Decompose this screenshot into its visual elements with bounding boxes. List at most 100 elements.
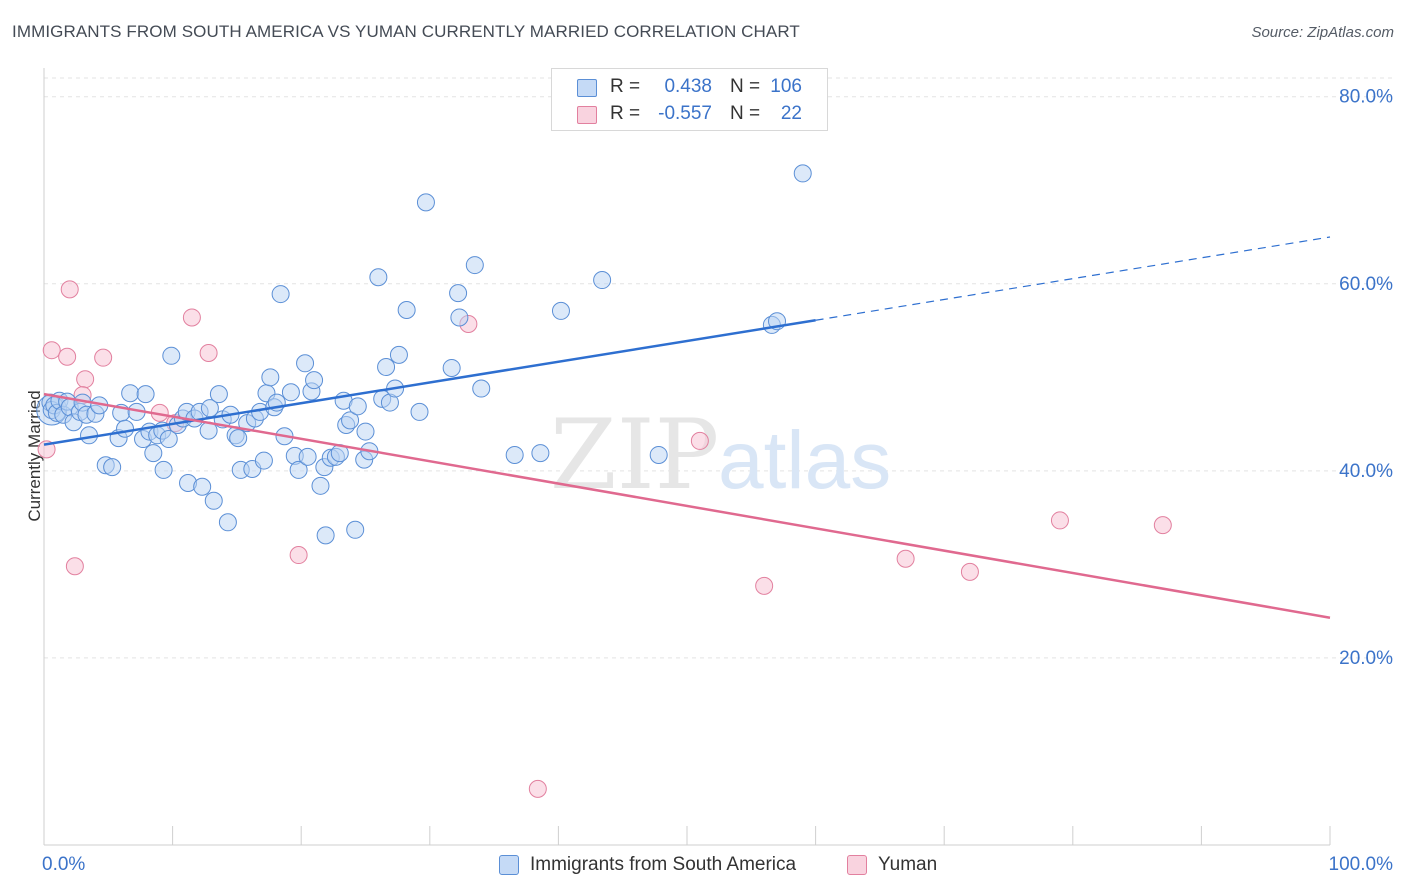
- trend-line-south-america-extension: [815, 236, 1331, 321]
- n-value: 106: [770, 76, 802, 97]
- data-point-south-america: [377, 358, 396, 377]
- data-point-south-america: [116, 419, 135, 438]
- data-point-south-america: [298, 447, 317, 466]
- data-point-south-america: [305, 371, 324, 390]
- data-point-yuman: [1050, 511, 1069, 530]
- chart-title: IMMIGRANTS FROM SOUTH AMERICA VS YUMAN C…: [12, 22, 800, 41]
- data-point-yuman: [896, 549, 915, 568]
- data-point-yuman: [58, 347, 77, 366]
- y-tick-label: 20.0%: [1339, 648, 1393, 669]
- trend-line-south-america: [43, 319, 816, 446]
- yuman-points: [37, 280, 1172, 798]
- y-tick-label: 40.0%: [1339, 461, 1393, 482]
- data-point-south-america: [254, 451, 273, 470]
- trend-line-yuman: [43, 392, 1331, 619]
- data-point-south-america: [311, 476, 330, 495]
- data-point-south-america: [649, 445, 668, 464]
- data-point-south-america: [472, 379, 491, 398]
- data-point-south-america: [121, 384, 140, 403]
- data-point-yuman: [42, 341, 61, 360]
- data-point-south-america: [593, 271, 612, 290]
- data-point-south-america: [793, 164, 812, 183]
- n-label: N =: [730, 76, 761, 97]
- data-point-south-america: [229, 429, 248, 448]
- data-point-yuman: [690, 431, 709, 450]
- stats-swatch-blue: [577, 79, 597, 97]
- data-point-south-america: [218, 513, 237, 532]
- data-point-south-america: [531, 444, 550, 463]
- data-point-south-america: [369, 268, 388, 287]
- legend-swatch-blue: [499, 855, 519, 875]
- data-point-yuman: [37, 440, 56, 459]
- r-value: -0.557: [658, 103, 712, 124]
- stats-box: R = 0.438 N = 106 R = -0.557 N = 22: [551, 68, 828, 131]
- data-point-south-america: [397, 300, 416, 319]
- data-point-south-america: [416, 193, 435, 212]
- data-point-south-america: [162, 346, 181, 365]
- data-point-south-america: [316, 526, 335, 545]
- data-point-south-america: [289, 460, 308, 479]
- y-tick-label: 60.0%: [1339, 274, 1393, 295]
- watermark: ZIP atlas: [550, 399, 891, 511]
- data-point-yuman: [528, 779, 547, 798]
- data-point-south-america: [341, 411, 360, 430]
- data-point-south-america: [505, 445, 524, 464]
- south-america-points: [36, 164, 812, 545]
- data-point-yuman: [1153, 516, 1172, 535]
- data-point-yuman: [60, 280, 79, 299]
- data-point-south-america: [356, 422, 375, 441]
- data-point-yuman: [289, 546, 308, 565]
- x-tick-label: 0.0%: [42, 854, 85, 875]
- x-tick-label: 100.0%: [1329, 854, 1394, 875]
- watermark-zip: ZIP: [550, 399, 719, 511]
- stats-swatch-pink: [577, 106, 597, 124]
- data-point-south-america: [346, 520, 365, 539]
- r-label: R =: [610, 103, 641, 124]
- data-point-south-america: [348, 397, 367, 416]
- y-tick-label: 80.0%: [1339, 87, 1393, 108]
- legend-item-yuman[interactable]: Yuman: [847, 853, 937, 877]
- r-label: R =: [610, 76, 641, 97]
- n-value: 22: [780, 103, 802, 124]
- legend-label: Yuman: [878, 854, 938, 875]
- data-point-south-america: [442, 358, 461, 377]
- data-point-yuman: [94, 348, 113, 367]
- data-point-south-america: [261, 368, 280, 387]
- data-point-south-america: [465, 256, 484, 275]
- legend: Immigrants from South America Yuman: [0, 853, 1406, 877]
- data-point-south-america: [389, 345, 408, 364]
- data-point-south-america: [144, 444, 163, 463]
- tick-labels: 20.0% 40.0% 60.0% 80.0% 0.0% 100.0%: [42, 87, 1393, 875]
- data-point-yuman: [960, 562, 979, 581]
- data-point-south-america: [154, 460, 173, 479]
- data-point-south-america: [450, 308, 469, 327]
- data-point-south-america: [193, 477, 212, 496]
- data-point-south-america: [204, 491, 223, 510]
- data-point-south-america: [296, 354, 315, 373]
- grid-lines: [44, 77, 1392, 659]
- data-point-yuman: [76, 370, 95, 389]
- legend-swatch-pink: [847, 855, 867, 875]
- legend-label: Immigrants from South America: [530, 854, 797, 875]
- trend-lines: [43, 236, 1331, 619]
- data-point-south-america: [159, 430, 178, 449]
- source-label: Source: ZipAtlas.com: [1251, 24, 1394, 41]
- data-point-yuman: [199, 343, 218, 362]
- data-point-yuman: [182, 308, 201, 327]
- watermark-atlas: atlas: [718, 415, 891, 506]
- data-point-south-america: [281, 383, 300, 402]
- r-value: 0.438: [664, 76, 712, 97]
- stats-row-south-america: R = 0.438 N = 106: [552, 74, 827, 100]
- data-point-south-america: [551, 301, 570, 320]
- legend-item-south-america[interactable]: Immigrants from South America: [499, 853, 796, 877]
- data-point-south-america: [410, 402, 429, 421]
- data-point-south-america: [271, 285, 290, 304]
- data-point-yuman: [755, 576, 774, 595]
- data-point-south-america: [449, 284, 468, 303]
- data-point-south-america: [103, 458, 122, 477]
- n-label: N =: [730, 103, 761, 124]
- data-point-south-america: [209, 385, 228, 404]
- data-point-south-america: [136, 385, 155, 404]
- stats-row-yuman: R = -0.557 N = 22: [552, 101, 827, 127]
